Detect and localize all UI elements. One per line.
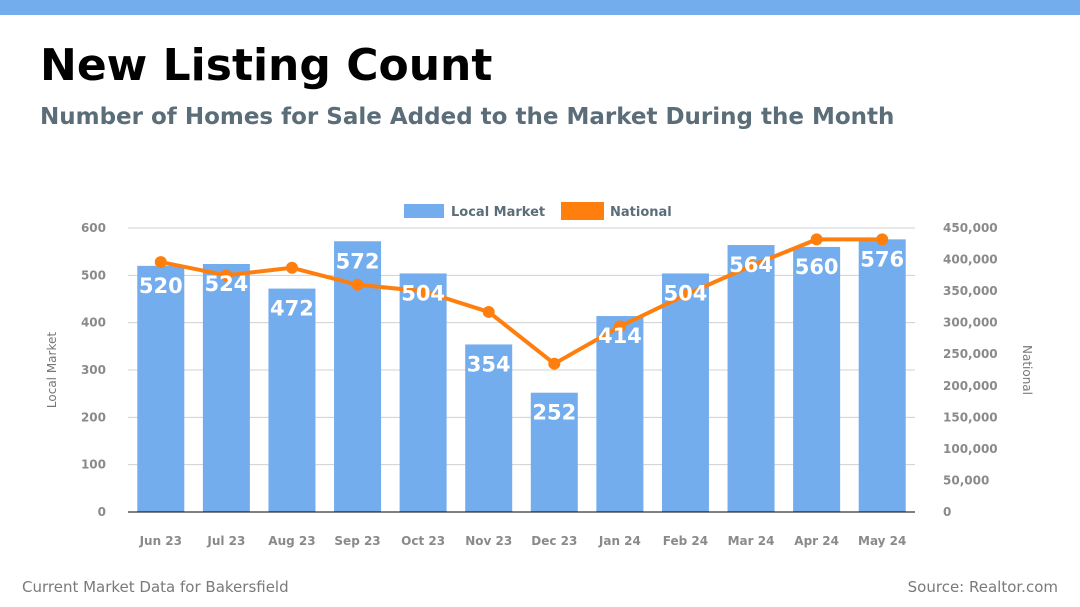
y2-tick-label: 100,000 <box>943 442 998 456</box>
national-point <box>285 261 298 274</box>
bar-local-market <box>399 273 447 512</box>
y-tick-label: 0 <box>98 505 106 519</box>
x-tick-label: May 24 <box>858 534 906 548</box>
national-point <box>810 233 823 246</box>
bar-local-market <box>858 239 906 513</box>
y-tick-label: 200 <box>81 410 106 424</box>
y-tick-label: 300 <box>81 363 106 377</box>
bar-local-market <box>793 246 841 512</box>
top-accent-bar <box>0 0 1080 15</box>
national-series-line <box>160 237 883 366</box>
bar-data-label: 504 <box>401 281 445 305</box>
footer-source: Source: Realtor.com <box>907 578 1058 596</box>
national-point <box>679 288 692 301</box>
bar-local-market <box>727 245 775 513</box>
page-title: New Listing Count <box>40 40 493 91</box>
page-subtitle: Number of Homes for Sale Added to the Ma… <box>40 104 895 130</box>
national-point <box>745 259 758 272</box>
bar-local-market <box>202 263 250 512</box>
y-tick-label: 100 <box>81 458 106 472</box>
national-point <box>220 269 233 282</box>
bar-data-label: 520 <box>139 274 183 298</box>
bar-data-label: 252 <box>532 401 576 425</box>
footer-market-label: Current Market Data for Bakersfield <box>22 578 289 596</box>
x-tick-label: Oct 23 <box>401 534 445 548</box>
bar-data-label: 354 <box>467 352 511 376</box>
x-tick-label: Dec 23 <box>531 534 577 548</box>
bar-data-label: 560 <box>795 255 839 279</box>
national-point <box>351 278 364 291</box>
national-point <box>876 233 889 246</box>
bar-local-market <box>530 392 578 512</box>
y2-tick-label: 400,000 <box>943 253 998 267</box>
legend-label-national: National <box>610 205 672 220</box>
y2-tick-label: 300,000 <box>943 316 998 330</box>
bar-data-label: 572 <box>336 249 380 273</box>
y2-axis-title: National <box>1020 345 1034 395</box>
y-tick-label: 400 <box>81 316 106 330</box>
bar-local-market <box>596 316 644 512</box>
y2-tick-label: 250,000 <box>943 347 998 361</box>
x-tick-label: Jan 24 <box>598 534 641 548</box>
y-axis-title: Local Market <box>45 332 59 408</box>
legend-swatch-local-market <box>404 204 444 218</box>
y2-tick-label: 350,000 <box>943 284 998 298</box>
legend-label-local-market: Local Market <box>451 205 545 220</box>
x-tick-label: Jun 23 <box>139 534 182 548</box>
bar-data-label: 472 <box>270 297 314 321</box>
legend-swatch-national <box>561 202 604 220</box>
bar-data-label: 576 <box>860 247 904 271</box>
bar-data-label: 504 <box>664 281 708 305</box>
national-point <box>417 285 430 298</box>
y2-tick-label: 200,000 <box>943 379 998 393</box>
bar-local-market <box>661 273 709 512</box>
national-point <box>613 320 626 333</box>
y-tick-label: 600 <box>81 221 106 235</box>
x-tick-label: Nov 23 <box>465 534 512 548</box>
national-point <box>482 305 495 318</box>
national-point <box>154 256 167 269</box>
x-tick-label: Apr 24 <box>794 534 839 548</box>
x-tick-label: Feb 24 <box>663 534 708 548</box>
bar-data-label: 414 <box>598 324 642 348</box>
bar-local-market <box>137 265 185 512</box>
y2-tick-label: 0 <box>943 505 951 519</box>
national-point <box>548 357 561 370</box>
y2-tick-label: 450,000 <box>943 221 998 235</box>
x-tick-label: Aug 23 <box>268 534 315 548</box>
y2-tick-label: 150,000 <box>943 410 998 424</box>
bar-data-label: 564 <box>729 253 773 277</box>
y-tick-label: 500 <box>81 268 106 282</box>
x-tick-label: Jul 23 <box>206 534 245 548</box>
bar-data-label: 524 <box>204 272 248 296</box>
bar-local-market <box>465 344 513 512</box>
y2-tick-label: 50,000 <box>943 473 989 487</box>
x-tick-label: Sep 23 <box>334 534 380 548</box>
x-tick-label: Mar 24 <box>728 534 775 548</box>
bar-local-market <box>268 288 316 512</box>
